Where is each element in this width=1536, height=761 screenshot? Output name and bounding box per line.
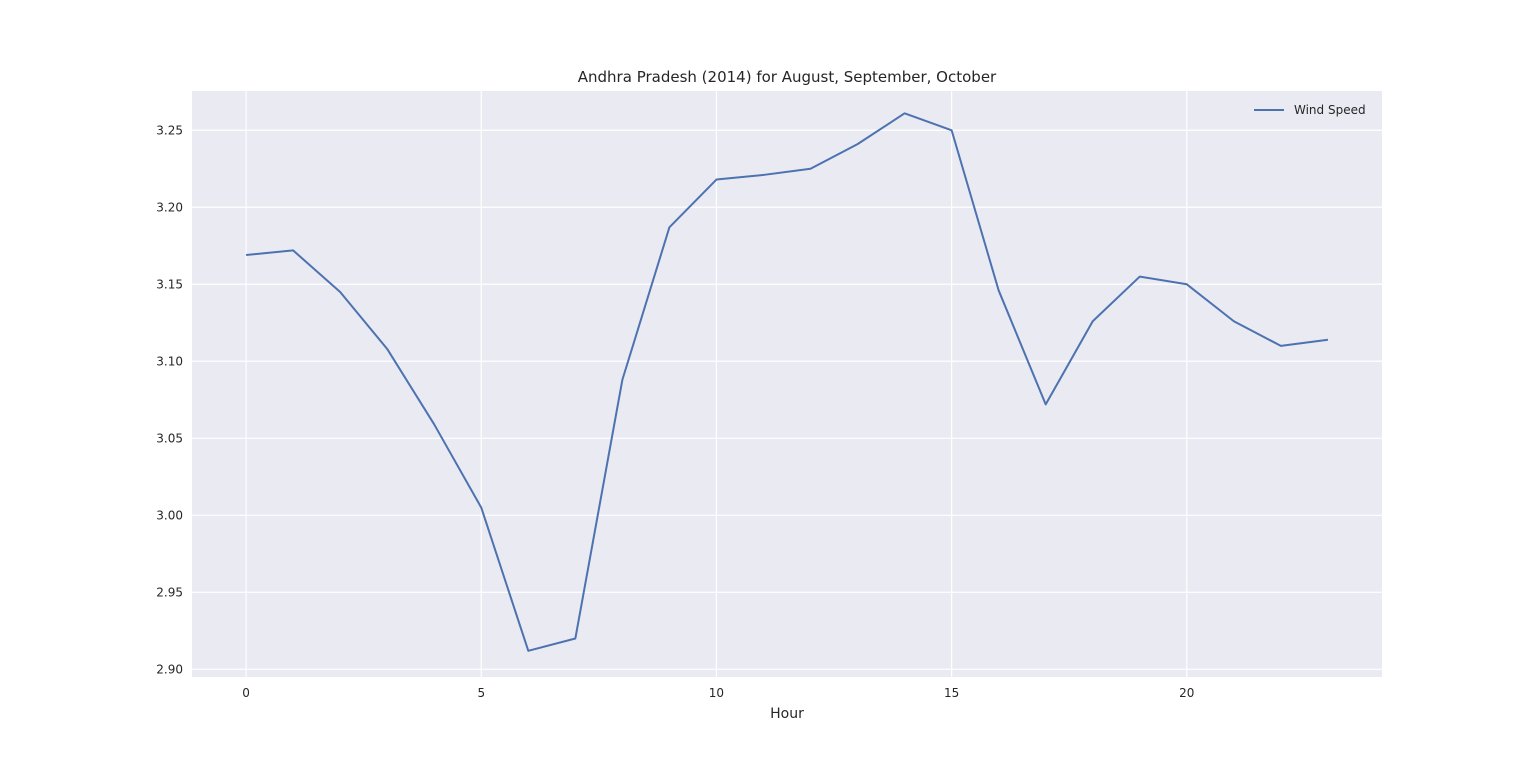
x-axis-title: Hour — [770, 706, 804, 722]
y-tick-label: 3.10 — [156, 354, 183, 368]
series-line-wind-speed — [245, 112, 1329, 652]
y-axis-ticks: 2.90 2.95 3.00 3.05 3.10 3.15 3.20 3.25 — [156, 123, 183, 676]
chart-title: Andhra Pradesh (2014) for August, Septem… — [578, 68, 997, 86]
y-tick-label: 3.00 — [156, 508, 183, 522]
x-tick-label: 10 — [709, 686, 724, 700]
legend-label-wind-speed: Wind Speed — [1294, 103, 1366, 117]
x-tick-label: 15 — [944, 686, 959, 700]
y-tick-label: 3.05 — [156, 431, 183, 445]
x-tick-label: 20 — [1179, 686, 1194, 700]
y-tick-label: 2.90 — [156, 662, 183, 676]
y-tick-label: 3.20 — [156, 200, 183, 214]
x-tick-label: 0 — [242, 686, 250, 700]
grid-lines — [192, 91, 1382, 677]
y-tick-label: 3.15 — [156, 277, 183, 291]
series-layer — [245, 112, 1329, 652]
y-tick-label: 3.25 — [156, 123, 183, 137]
x-tick-label: 5 — [477, 686, 485, 700]
plot-area — [192, 91, 1382, 677]
y-tick-label: 2.95 — [156, 585, 183, 599]
legend: Wind Speed — [1254, 103, 1366, 117]
x-axis-ticks: 0 5 10 15 20 — [242, 686, 1194, 700]
